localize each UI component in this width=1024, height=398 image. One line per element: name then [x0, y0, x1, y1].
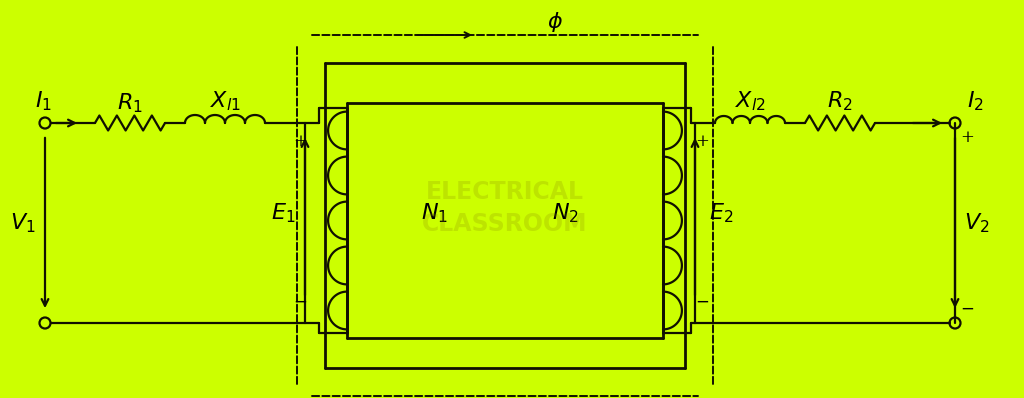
Text: +: +	[293, 133, 307, 150]
Circle shape	[949, 318, 961, 328]
Text: $I_1$: $I_1$	[35, 89, 52, 113]
Text: $V_2$: $V_2$	[965, 211, 990, 235]
Text: $X_{l2}$: $X_{l2}$	[734, 89, 765, 113]
Circle shape	[40, 117, 50, 129]
Text: +: +	[961, 129, 974, 146]
Text: $I_2$: $I_2$	[967, 89, 984, 113]
Text: +: +	[695, 133, 709, 150]
Circle shape	[949, 117, 961, 129]
Text: $E_2$: $E_2$	[709, 201, 733, 225]
Text: $-$: $-$	[695, 293, 709, 310]
Circle shape	[40, 318, 50, 328]
Text: $E_1$: $E_1$	[270, 201, 295, 225]
Text: $-$: $-$	[959, 300, 974, 316]
Text: $R_1$: $R_1$	[117, 91, 143, 115]
Text: $V_1$: $V_1$	[10, 211, 36, 235]
Text: $R_2$: $R_2$	[827, 89, 853, 113]
Text: $X_{l1}$: $X_{l1}$	[210, 89, 241, 113]
Text: ELECTRICAL
CLASSROOM: ELECTRICAL CLASSROOM	[422, 180, 588, 236]
Text: $\phi$: $\phi$	[547, 10, 563, 34]
Text: $-$: $-$	[293, 293, 307, 310]
Text: $N_2$: $N_2$	[552, 201, 579, 225]
Text: $N_1$: $N_1$	[422, 201, 449, 225]
